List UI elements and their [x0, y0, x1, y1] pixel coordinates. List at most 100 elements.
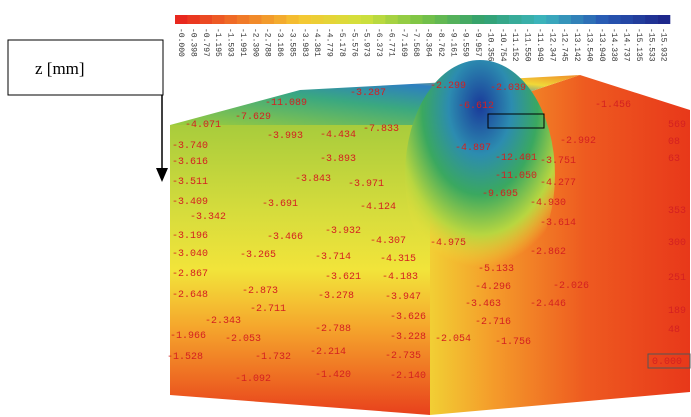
legend-label: -14.338: [609, 28, 618, 62]
legend-label: -4.381: [312, 28, 321, 57]
legend-label: -12.347: [547, 28, 556, 62]
legend-swatch: [583, 15, 597, 24]
contour-label: -2.446: [530, 299, 566, 310]
contour-label: -2.140: [390, 371, 426, 382]
contour-label: -2.716: [475, 317, 511, 328]
contour-label: -2.214: [310, 347, 346, 358]
contour-label: -3.616: [172, 157, 208, 168]
legend-swatch: [447, 15, 460, 24]
legend-swatch: [558, 15, 572, 24]
legend-swatch: [323, 15, 337, 24]
legend-label: -3.585: [287, 28, 296, 57]
legend-label: -2.390: [250, 28, 259, 57]
legend-label: -8.364: [424, 28, 433, 57]
legend-label: -0.398: [188, 28, 197, 57]
edge-label: 63: [668, 154, 680, 165]
legend-swatch: [199, 15, 213, 24]
legend-label: -1.991: [238, 28, 247, 57]
contour-label: -2.873: [242, 286, 278, 297]
contour-label: -3.621: [325, 272, 361, 283]
contour-label: -4.930: [530, 198, 566, 209]
contour-label: -3.993: [267, 131, 303, 142]
legend-swatch: [459, 15, 473, 24]
contour-label: -3.278: [318, 291, 354, 302]
contour-label: -2.026: [553, 281, 589, 292]
legend-label: -13.142: [572, 28, 581, 62]
legend-swatch: [410, 15, 423, 24]
contour-label: -2.054: [435, 334, 471, 345]
contour-label: -2.648: [172, 290, 208, 301]
contour-label: -3.932: [325, 226, 361, 237]
legend-label: -14.737: [622, 28, 631, 62]
contour-label: -4.277: [540, 178, 576, 189]
legend-swatch: [175, 15, 188, 24]
legend-label: -6.373: [374, 28, 383, 57]
edge-label: 08: [668, 137, 680, 148]
contour-label: -2.735: [385, 351, 421, 362]
legend-label: -13.540: [584, 28, 593, 62]
contour-label: -4.071: [185, 120, 221, 131]
legend-label: -6.771: [386, 28, 395, 57]
legend-swatch: [521, 15, 535, 24]
contour-label: -3.893: [320, 154, 356, 165]
contour-label: -4.897: [455, 143, 491, 154]
legend-swatch: [187, 15, 201, 24]
legend-swatch: [212, 15, 225, 24]
contour-label: -5.133: [478, 264, 514, 275]
contour-label: -2.867: [172, 269, 208, 280]
contour-label: -11.050: [495, 171, 537, 182]
legend-label: -15.135: [634, 28, 643, 62]
arrow-head: [156, 168, 168, 182]
contour-label: -3.342: [190, 212, 226, 223]
contour-label: -3.463: [465, 299, 501, 310]
contour-label: -3.971: [348, 179, 384, 190]
cut-region: [405, 60, 555, 290]
legend-label: -11.949: [535, 28, 544, 62]
contour-label: -2.992: [560, 136, 596, 147]
legend-swatch: [373, 15, 386, 24]
edge-label: 48: [668, 325, 680, 336]
legend-label: -15.533: [646, 28, 655, 62]
contour-label: -1.528: [167, 352, 203, 363]
contour-label: -9.695: [482, 189, 518, 200]
legend-swatch: [608, 15, 621, 24]
contour-label: -3.626: [390, 312, 426, 323]
contour-label: -3.409: [172, 197, 208, 208]
legend-swatch: [298, 15, 312, 24]
contour-label: -2.711: [250, 304, 286, 315]
legend-swatch: [224, 15, 238, 24]
legend-label: -3.983: [300, 28, 309, 57]
label-box: [7, 39, 164, 96]
front-face: [170, 125, 430, 415]
legend-label: -8.762: [436, 28, 445, 57]
contour-label: -3.265: [240, 250, 276, 261]
legend-swatch: [472, 15, 485, 24]
contour-label: -1.732: [255, 352, 291, 363]
legend-label: -1.195: [213, 28, 222, 57]
legend-label: -7.169: [399, 28, 408, 57]
legend-swatch: [595, 15, 609, 24]
contour-label: -2.299: [430, 81, 466, 92]
edge-label: 189: [668, 306, 686, 317]
contour-label: -4.315: [380, 254, 416, 265]
legend-swatch: [509, 15, 522, 24]
contour-label: -11.089: [265, 98, 307, 109]
contour-label: -4.183: [382, 272, 418, 283]
contour-label: -6.612: [458, 101, 494, 112]
legend-label: -10.356: [485, 28, 494, 62]
edge-label: 353: [668, 206, 686, 217]
legend-label: -3.186: [275, 28, 284, 57]
legend-swatch: [397, 15, 411, 24]
legend-label: -5.178: [337, 28, 346, 57]
legend-label: -4.779: [325, 28, 334, 57]
legend-swatch: [484, 15, 498, 24]
legend-swatch: [274, 15, 287, 24]
legend-swatch: [546, 15, 559, 24]
contour-label: -4.434: [320, 130, 356, 141]
legend-swatch: [645, 15, 658, 24]
edge-label: 569: [668, 120, 686, 131]
legend-swatch: [496, 15, 510, 24]
legend-swatch: [261, 15, 275, 24]
legend-label: -13.940: [597, 28, 606, 62]
contour-label: -2.039: [490, 83, 526, 94]
